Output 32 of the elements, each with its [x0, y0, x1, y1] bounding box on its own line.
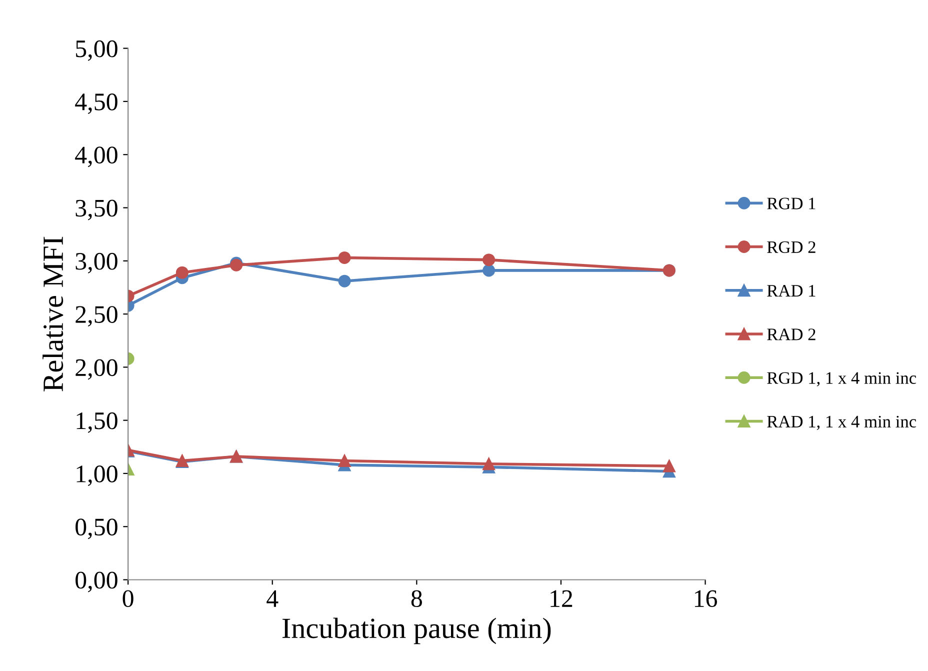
point	[662, 460, 676, 472]
y-tick-label: 5,00	[76, 40, 118, 61]
y-tick-label: 0,00	[76, 572, 118, 592]
legend-label: RGD 2	[767, 241, 816, 253]
y-tick-label: 3,00	[76, 252, 118, 274]
legend-label: RGD 1, 1 x 4 min inc	[767, 372, 916, 386]
y-tick-label: 1,50	[76, 412, 118, 433]
x-tick-label: 4	[266, 590, 278, 607]
legend-label: RAD 1, 1 x 4 min inc	[767, 416, 916, 430]
y-tick-label: 3,50	[76, 200, 118, 220]
x-tick-label: 0	[122, 590, 134, 608]
legend-label: RAD 2	[767, 328, 816, 340]
point	[482, 254, 496, 266]
point	[338, 274, 351, 288]
x-tick-label: 12	[550, 590, 572, 607]
legend-label: RAD 1	[767, 284, 816, 296]
point	[482, 458, 496, 470]
x-axis-title: Incubation pause (min)	[282, 618, 551, 644]
y-tick-label: 1,00	[76, 466, 118, 486]
y-tick-label: 4,50	[75, 94, 118, 114]
x-tick-label: 16	[694, 590, 718, 608]
y-tick-label: 2,00	[76, 359, 118, 380]
legend-label: RGD 1	[767, 198, 816, 210]
point	[338, 454, 351, 467]
point	[338, 251, 351, 264]
point	[176, 266, 188, 279]
x-tick-label: 8	[411, 590, 422, 608]
y-tick-label: 2,50	[76, 306, 118, 327]
point	[482, 264, 496, 277]
y-tick-label: 4,00	[75, 146, 118, 168]
y-tick-label: 0,50	[76, 518, 118, 540]
y-axis-title: Relative MFI	[42, 236, 64, 392]
